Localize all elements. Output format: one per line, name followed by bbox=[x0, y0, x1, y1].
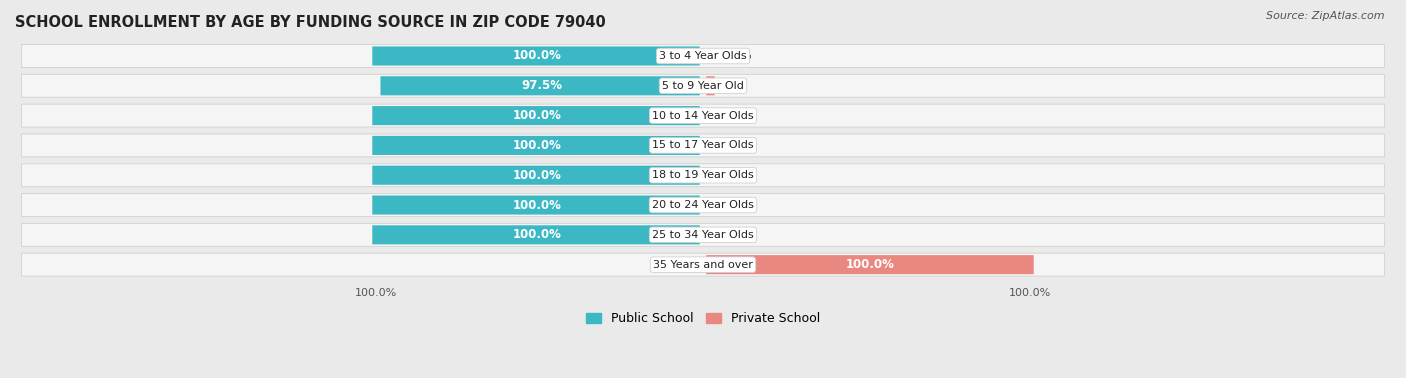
FancyBboxPatch shape bbox=[373, 46, 700, 65]
Text: 0.0%: 0.0% bbox=[723, 50, 752, 62]
FancyBboxPatch shape bbox=[381, 76, 700, 95]
Legend: Public School, Private School: Public School, Private School bbox=[581, 307, 825, 330]
Text: Source: ZipAtlas.com: Source: ZipAtlas.com bbox=[1267, 11, 1385, 21]
Text: 5 to 9 Year Old: 5 to 9 Year Old bbox=[662, 81, 744, 91]
FancyBboxPatch shape bbox=[373, 136, 700, 155]
Text: 20 to 24 Year Olds: 20 to 24 Year Olds bbox=[652, 200, 754, 210]
Text: 0.0%: 0.0% bbox=[654, 258, 683, 271]
FancyBboxPatch shape bbox=[373, 106, 700, 125]
FancyBboxPatch shape bbox=[21, 194, 1385, 217]
Text: 0.0%: 0.0% bbox=[723, 169, 752, 182]
FancyBboxPatch shape bbox=[21, 134, 1385, 157]
Text: 100.0%: 100.0% bbox=[513, 169, 562, 182]
Text: 100.0%: 100.0% bbox=[513, 109, 562, 122]
Text: 2.5%: 2.5% bbox=[695, 79, 727, 92]
Text: 0.0%: 0.0% bbox=[723, 109, 752, 122]
Text: 100.0%: 100.0% bbox=[513, 198, 562, 212]
FancyBboxPatch shape bbox=[706, 76, 714, 95]
FancyBboxPatch shape bbox=[21, 74, 1385, 97]
FancyBboxPatch shape bbox=[21, 253, 1385, 276]
FancyBboxPatch shape bbox=[21, 223, 1385, 246]
FancyBboxPatch shape bbox=[21, 104, 1385, 127]
Text: 3 to 4 Year Olds: 3 to 4 Year Olds bbox=[659, 51, 747, 61]
Text: 97.5%: 97.5% bbox=[522, 79, 562, 92]
FancyBboxPatch shape bbox=[21, 45, 1385, 67]
Text: 35 Years and over: 35 Years and over bbox=[652, 260, 754, 270]
Text: 18 to 19 Year Olds: 18 to 19 Year Olds bbox=[652, 170, 754, 180]
Text: 100.0%: 100.0% bbox=[513, 228, 562, 241]
Text: 100.0%: 100.0% bbox=[513, 139, 562, 152]
FancyBboxPatch shape bbox=[373, 166, 700, 185]
FancyBboxPatch shape bbox=[21, 164, 1385, 187]
FancyBboxPatch shape bbox=[373, 225, 700, 245]
Text: 0.0%: 0.0% bbox=[723, 228, 752, 241]
Text: 25 to 34 Year Olds: 25 to 34 Year Olds bbox=[652, 230, 754, 240]
Text: 15 to 17 Year Olds: 15 to 17 Year Olds bbox=[652, 140, 754, 150]
Text: 0.0%: 0.0% bbox=[723, 198, 752, 212]
Text: 10 to 14 Year Olds: 10 to 14 Year Olds bbox=[652, 111, 754, 121]
FancyBboxPatch shape bbox=[373, 195, 700, 215]
Text: 0.0%: 0.0% bbox=[723, 139, 752, 152]
Text: 100.0%: 100.0% bbox=[845, 258, 894, 271]
FancyBboxPatch shape bbox=[706, 255, 1033, 274]
Text: SCHOOL ENROLLMENT BY AGE BY FUNDING SOURCE IN ZIP CODE 79040: SCHOOL ENROLLMENT BY AGE BY FUNDING SOUR… bbox=[15, 15, 606, 30]
Text: 100.0%: 100.0% bbox=[513, 50, 562, 62]
